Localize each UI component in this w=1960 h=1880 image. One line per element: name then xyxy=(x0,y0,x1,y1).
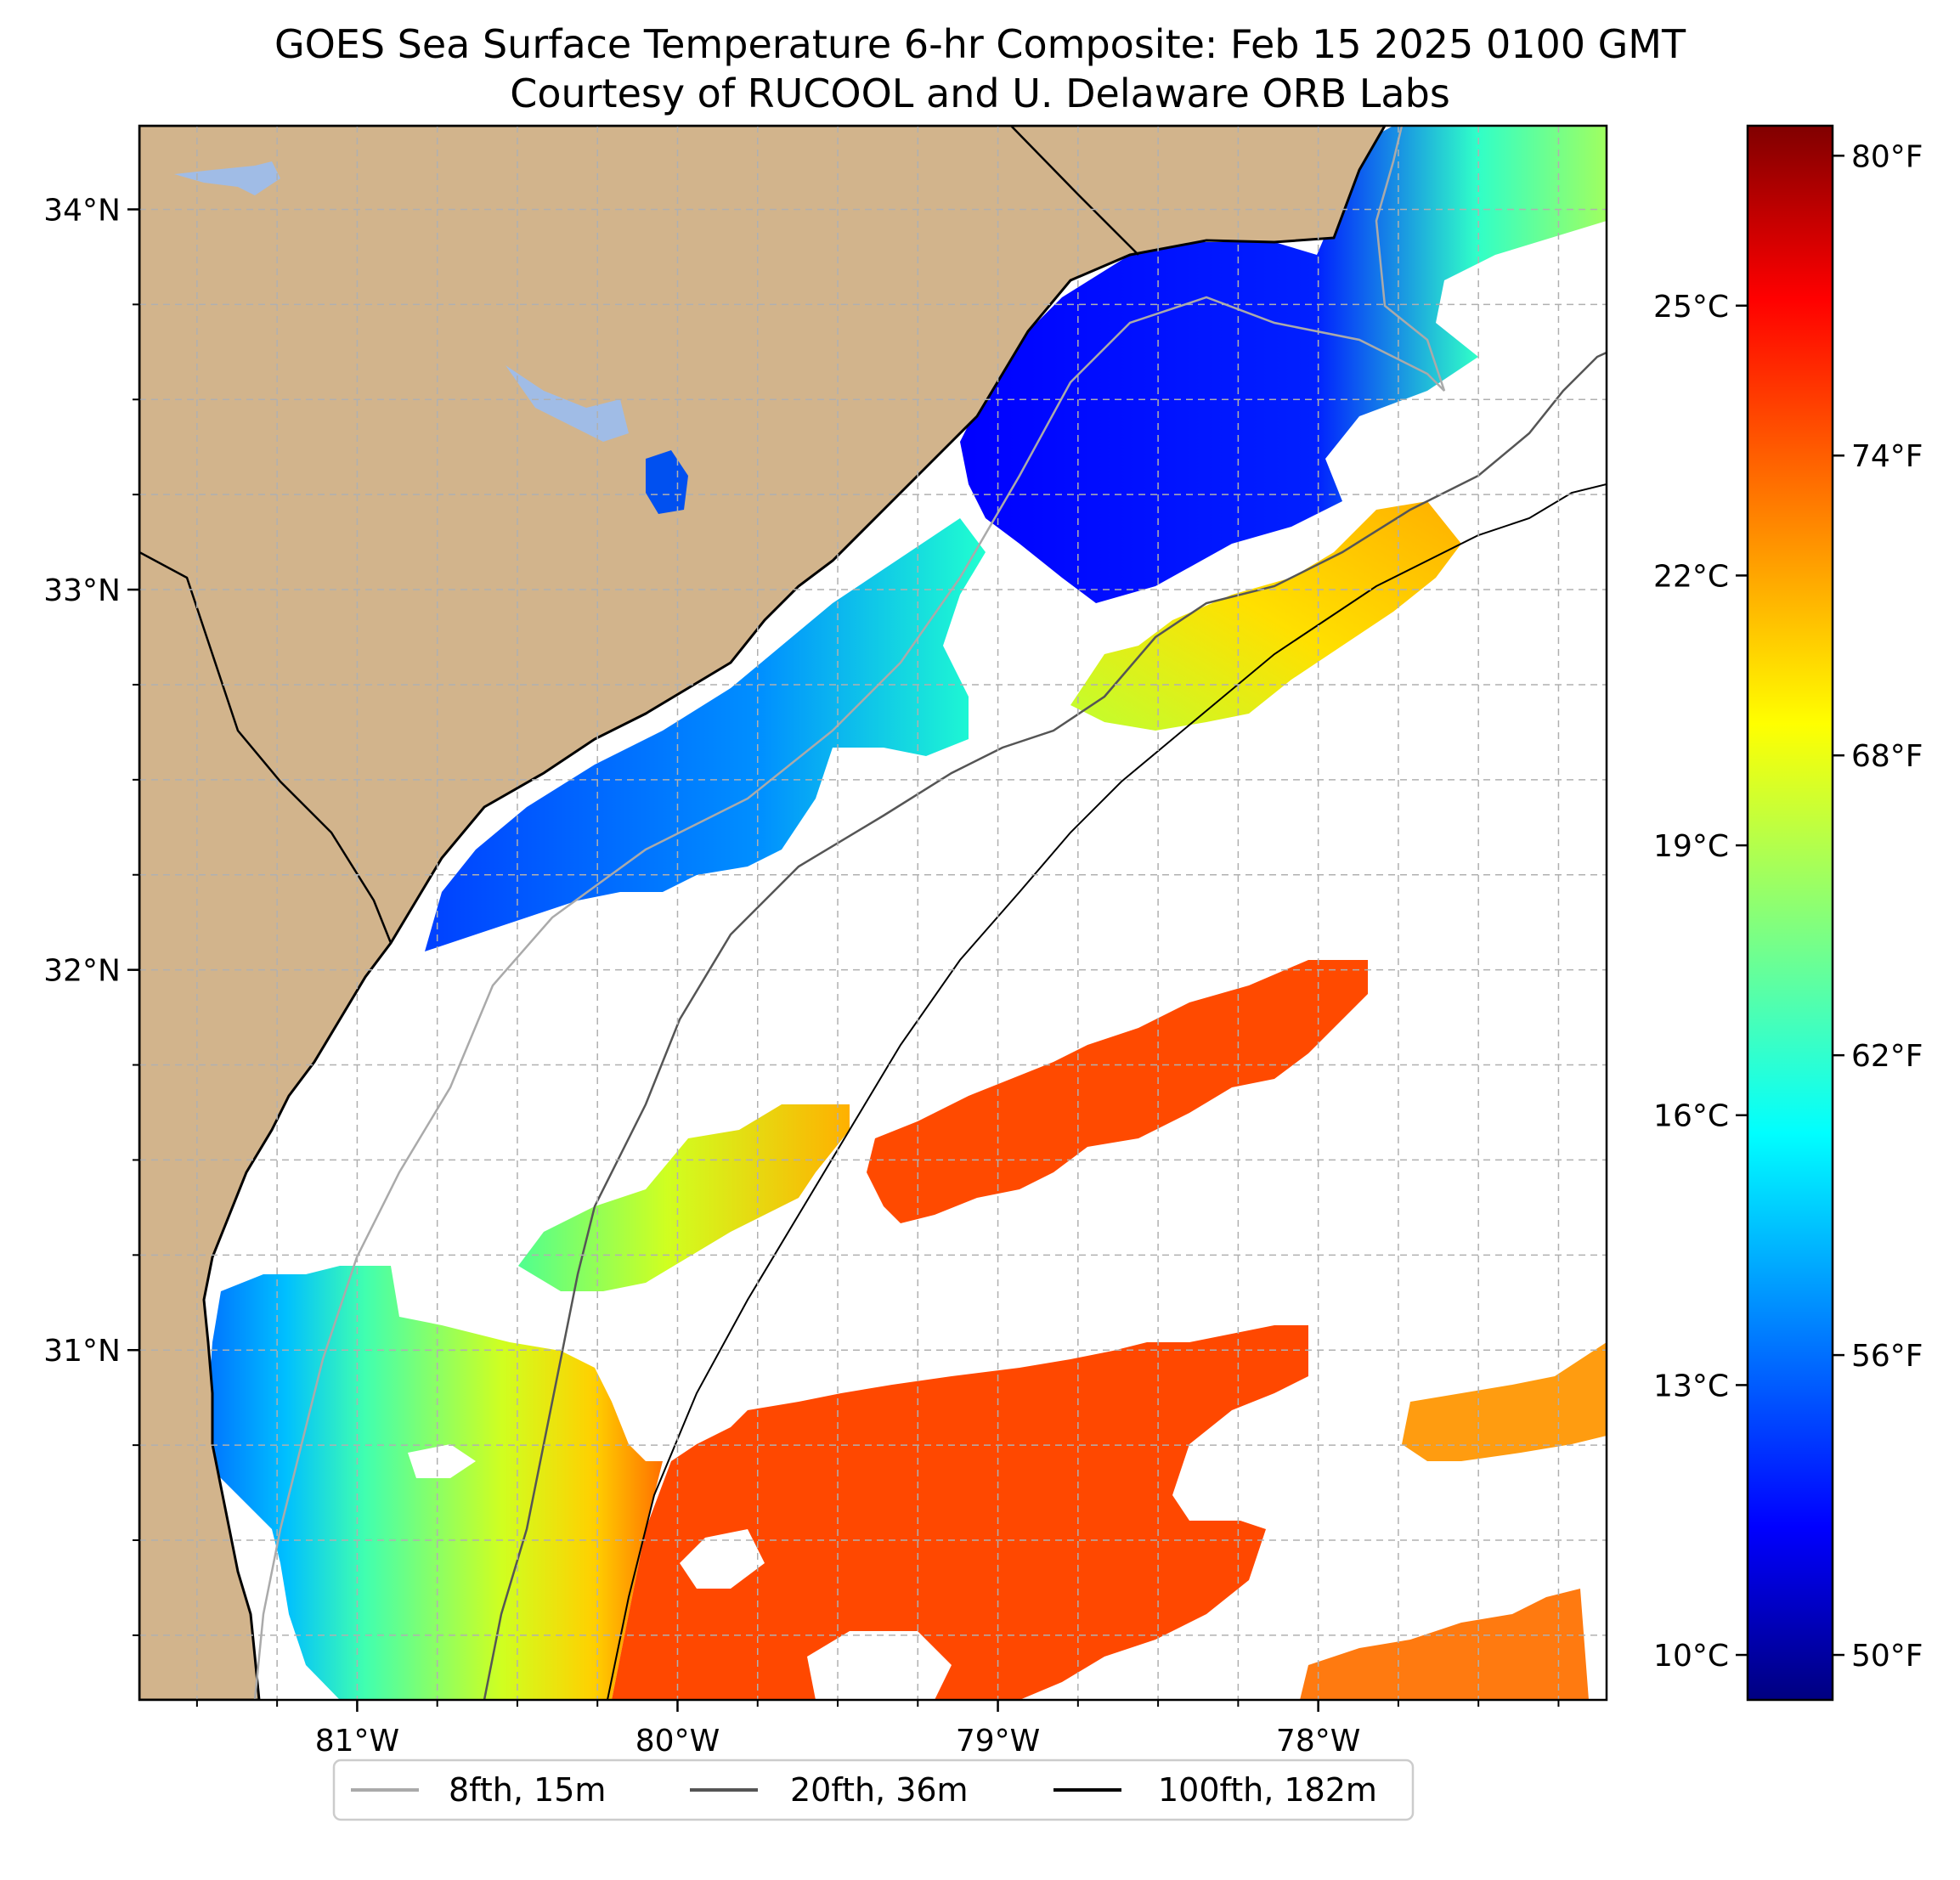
colorbar-gradient xyxy=(1746,124,1834,1702)
lat-tick-label: 31°N xyxy=(43,1334,121,1369)
sst-patch-warm-front xyxy=(1070,501,1461,731)
colorbar-celsius-ticks: 10°C 13°C 16°C 19°C 22°C 25°C xyxy=(1653,290,1748,1674)
state-border-ga-sc xyxy=(139,550,393,944)
map-title: GOES Sea Surface Temperature 6-hr Compos… xyxy=(274,21,1686,67)
map-subtitle: Courtesy of RUCOOL and U. Delaware ORB L… xyxy=(510,71,1450,116)
colorbar-celsius-label: 10°C xyxy=(1653,1639,1729,1674)
lon-tick-label: 78°W xyxy=(1276,1724,1360,1759)
state-border xyxy=(1010,126,1139,256)
lat-tick-label: 33°N xyxy=(43,573,121,608)
colorbar-celsius-label: 13°C xyxy=(1653,1369,1729,1403)
legend-label-20fth: 20fth, 36m xyxy=(790,1771,969,1809)
sst-patch-gulfstream-south xyxy=(612,1325,1308,1700)
land-mass xyxy=(139,126,1387,1700)
sst-gap-south-3 xyxy=(408,1444,476,1478)
map-frame xyxy=(138,124,1608,1702)
colorbar-fahrenheit-label: 50°F xyxy=(1851,1639,1923,1674)
legend: 8fth, 15m 20fth, 36m 100fth, 182m xyxy=(332,1759,1415,1821)
sst-gap-south-2 xyxy=(807,1631,952,1700)
legend-label-8fth: 8fth, 15m xyxy=(449,1771,606,1809)
lat-tick-label: 34°N xyxy=(43,193,121,228)
sst-patch-east xyxy=(1402,1342,1607,1461)
colorbar-fahrenheit-label: 68°F xyxy=(1851,739,1923,774)
isobath-100fth xyxy=(607,483,1607,1700)
lat-tick-label: 32°N xyxy=(43,954,121,989)
colorbar-celsius-label: 25°C xyxy=(1653,290,1729,325)
colorbar-fahrenheit-label: 56°F xyxy=(1851,1339,1923,1374)
lon-tick-label: 81°W xyxy=(315,1724,399,1759)
gridlines xyxy=(139,126,1607,1700)
lon-tick-label: 80°W xyxy=(635,1724,720,1759)
sst-patch-north-cold xyxy=(960,126,1607,603)
isobath-20fth xyxy=(483,351,1607,1700)
lake-north xyxy=(174,161,280,195)
legend-label-100fth: 100fth, 182m xyxy=(1158,1771,1377,1809)
colorbar-celsius-label: 22°C xyxy=(1653,559,1729,594)
colorbar-fahrenheit-label: 62°F xyxy=(1851,1039,1923,1074)
colorbar-fahrenheit-label: 80°F xyxy=(1851,139,1923,174)
colorbar-fahrenheit-label: 74°F xyxy=(1851,439,1923,474)
legend-frame xyxy=(332,1759,1415,1821)
sst-data-layer xyxy=(204,126,1607,1700)
sst-patch-southeast xyxy=(1300,1589,1589,1700)
lake-marion xyxy=(506,365,629,442)
colorbar-fahrenheit-ticks: 50°F 56°F 62°F 68°F 74°F 80°F xyxy=(1833,139,1923,1674)
sst-patch-mid-band xyxy=(518,1104,850,1291)
lon-tick-label: 79°W xyxy=(956,1724,1040,1759)
colorbar-celsius-label: 16°C xyxy=(1653,1099,1729,1134)
latitude-axis: 34°N 33°N 32°N 31°N xyxy=(43,193,139,1636)
colorbar: 10°C 13°C 16°C 19°C 22°C 25°C 50°F 56°F 62°F 68°… xyxy=(1653,124,1923,1702)
sst-patch-central-cold xyxy=(425,518,986,951)
isobath-8fth xyxy=(253,126,1446,1700)
sst-gap-south xyxy=(680,1529,765,1589)
colorbar-celsius-label: 19°C xyxy=(1653,829,1729,864)
sst-patch-gulfstream-north xyxy=(867,960,1368,1223)
map-panel xyxy=(139,126,1607,1700)
longitude-axis: 81°W 80°W 79°W 78°W xyxy=(195,1700,1560,1759)
